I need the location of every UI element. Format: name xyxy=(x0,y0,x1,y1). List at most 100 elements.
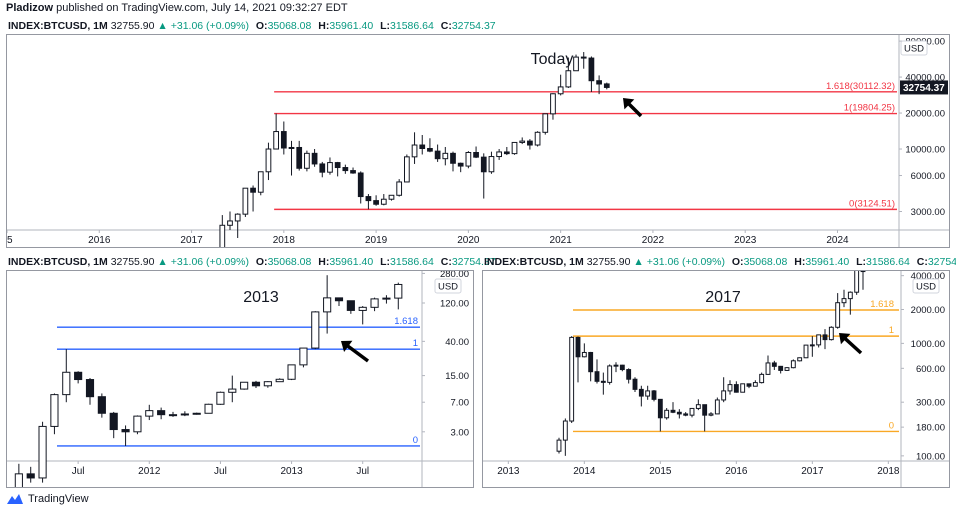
candle-body xyxy=(234,213,241,222)
candle xyxy=(450,151,456,172)
tradingview-logo-icon xyxy=(7,494,23,504)
legend-bottom-left: INDEX:BTCUSD, 1M 32755.90 ▲ +31.06 (+0.0… xyxy=(8,256,496,268)
candle-body xyxy=(382,297,391,300)
candle-body xyxy=(334,297,344,302)
candle xyxy=(240,381,249,390)
candle-body xyxy=(50,394,59,427)
candle xyxy=(702,404,708,432)
candle xyxy=(192,412,201,415)
fib-level-label: 1(19804.25) xyxy=(844,103,895,114)
candle-body xyxy=(534,131,541,146)
legend-change: +31.06 (+0.09%) xyxy=(646,256,725,268)
legend-open: 35068.08 xyxy=(743,256,788,268)
candle-body xyxy=(596,80,602,85)
chart-annotation: Today xyxy=(531,51,574,68)
candle xyxy=(683,412,689,417)
candle xyxy=(216,391,225,405)
candle xyxy=(121,425,130,446)
candle-body xyxy=(765,362,771,375)
y-tick-label: 120.00 xyxy=(440,298,469,309)
candle-body xyxy=(319,163,326,173)
candle xyxy=(822,329,828,350)
author-name[interactable]: Pladizow xyxy=(6,2,54,14)
candle xyxy=(619,364,625,372)
candle-body xyxy=(683,413,689,416)
legend-last: 32755.90 xyxy=(586,256,631,268)
up-arrow-icon: ▲ xyxy=(633,256,644,268)
currency-badge-box xyxy=(912,278,940,294)
candle-body xyxy=(657,398,663,419)
candle xyxy=(534,131,541,147)
candle xyxy=(752,380,758,387)
candle-body xyxy=(790,360,796,369)
candle-body xyxy=(581,351,587,358)
legend-low: 31586.64 xyxy=(390,20,434,32)
candle-body xyxy=(357,172,364,198)
candle xyxy=(50,393,59,435)
candle xyxy=(299,347,308,368)
candle-body xyxy=(670,409,676,413)
y-tick-label: 40000.00 xyxy=(905,73,945,84)
candle-body xyxy=(835,302,841,328)
x-tick-label: 2017 xyxy=(801,466,824,477)
candle-body xyxy=(346,300,355,311)
candle xyxy=(396,179,403,197)
legend-symbol[interactable]: INDEX:BTCUSD, 1M xyxy=(484,256,584,268)
candle xyxy=(334,297,344,307)
chart-panel-2013[interactable]: 280.00 120.00 40.00 15.00 7.00 3.00 Jul 2012 Jul… xyxy=(6,270,474,488)
candle xyxy=(562,418,568,456)
x-tick-label: 2021 xyxy=(550,235,573,246)
candle-body xyxy=(14,473,23,487)
candle-body xyxy=(841,298,847,304)
candle xyxy=(287,364,296,381)
candle-body xyxy=(556,439,562,452)
candle xyxy=(847,291,853,315)
candle-body xyxy=(847,291,853,300)
candle-body xyxy=(250,187,256,193)
candle-body xyxy=(427,147,433,152)
currency-badge: USD xyxy=(434,278,462,294)
x-tick-label: Jul xyxy=(214,466,227,477)
chart-panel-2017[interactable]: 4000.00 2000.00 1000.00 600.00 300.00 180.00 1… xyxy=(482,270,950,488)
candle xyxy=(334,161,341,177)
candle xyxy=(427,138,433,153)
candle xyxy=(382,295,391,304)
candle xyxy=(527,139,533,150)
candle-body xyxy=(228,388,237,393)
candle-body xyxy=(557,86,564,95)
x-tick-label: Jul xyxy=(356,466,369,477)
y-tick-label: 15.00 xyxy=(445,371,469,382)
candle-body xyxy=(251,381,261,387)
candle xyxy=(651,390,657,402)
candle-body xyxy=(588,351,594,373)
candle-body xyxy=(511,141,518,155)
candle-body xyxy=(752,382,758,387)
fib-level-label: 1 xyxy=(413,338,418,349)
candle xyxy=(180,411,189,417)
candle xyxy=(242,187,249,217)
candle xyxy=(346,300,355,314)
candle xyxy=(157,407,166,420)
candle-body xyxy=(527,140,533,146)
candle xyxy=(790,359,796,369)
chart-panel-today[interactable]: 80000.0040000.0020000.0010000.006000.003… xyxy=(6,34,950,248)
candle xyxy=(740,383,746,393)
candle xyxy=(380,194,387,206)
candle-body xyxy=(109,412,118,431)
candle-body xyxy=(403,156,410,183)
candle-body xyxy=(702,404,708,416)
candle xyxy=(575,336,581,383)
candle xyxy=(580,52,587,69)
y-tick-label: 6000.00 xyxy=(911,171,945,182)
candle xyxy=(670,402,676,414)
x-tick-label: 2016 xyxy=(88,235,111,246)
legend-symbol[interactable]: INDEX:BTCUSD, 1M xyxy=(8,256,108,268)
candle xyxy=(97,393,106,418)
legend-symbol[interactable]: INDEX:BTCUSD, 1M xyxy=(8,20,108,32)
x-tick-label: 15 xyxy=(7,235,13,246)
legend-low: 31586.64 xyxy=(866,256,910,268)
legend-high: 35961.40 xyxy=(329,256,374,268)
candle-body xyxy=(519,140,526,143)
tradingview-footer[interactable]: TradingView xyxy=(6,493,89,505)
legend-top: INDEX:BTCUSD, 1M 32755.90 ▲ +31.06 (+0.0… xyxy=(8,20,496,32)
